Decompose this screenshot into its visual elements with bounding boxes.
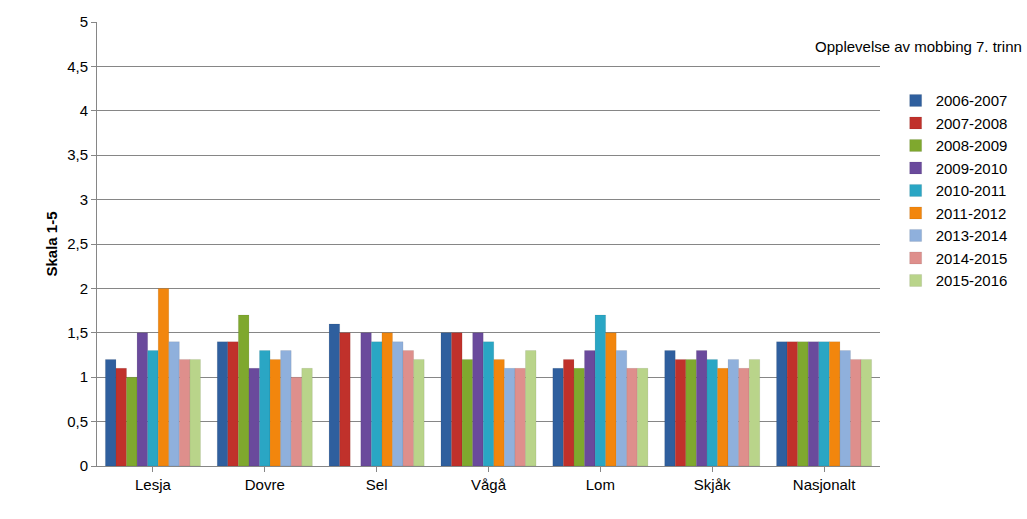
svg-text:2011-2012: 2011-2012 xyxy=(936,205,1007,222)
svg-text:1,5: 1,5 xyxy=(67,324,88,341)
svg-text:3: 3 xyxy=(80,191,88,208)
svg-text:Lom: Lom xyxy=(586,476,615,493)
svg-text:Nasjonalt: Nasjonalt xyxy=(793,476,856,493)
svg-text:2010-2011: 2010-2011 xyxy=(936,182,1007,199)
svg-text:Opplevelse av mobbing 7. trinn: Opplevelse av mobbing 7. trinn xyxy=(815,38,1022,55)
svg-text:Skala 1-5: Skala 1-5 xyxy=(43,211,60,276)
svg-text:Sel: Sel xyxy=(366,476,388,493)
svg-text:2008-2009: 2008-2009 xyxy=(936,137,1008,154)
svg-text:2009-2010: 2009-2010 xyxy=(936,160,1008,177)
svg-text:2,5: 2,5 xyxy=(67,235,88,252)
svg-text:Skjåk: Skjåk xyxy=(694,476,731,493)
svg-text:2007-2008: 2007-2008 xyxy=(936,115,1008,132)
svg-text:3,5: 3,5 xyxy=(67,146,88,163)
svg-text:0,5: 0,5 xyxy=(67,413,88,430)
svg-text:1: 1 xyxy=(80,368,88,385)
svg-text:Dovre: Dovre xyxy=(245,476,285,493)
svg-text:Lesja: Lesja xyxy=(135,476,172,493)
svg-text:2015-2016: 2015-2016 xyxy=(936,272,1008,289)
svg-text:4,5: 4,5 xyxy=(67,58,88,75)
svg-text:4: 4 xyxy=(80,102,88,119)
svg-text:5: 5 xyxy=(80,13,88,30)
svg-text:2013-2014: 2013-2014 xyxy=(936,227,1008,244)
svg-text:0: 0 xyxy=(80,457,88,474)
svg-text:2: 2 xyxy=(80,280,88,297)
svg-text:2014-2015: 2014-2015 xyxy=(936,250,1008,267)
svg-text:2006-2007: 2006-2007 xyxy=(936,92,1008,109)
svg-text:Vågå: Vågå xyxy=(471,476,507,493)
